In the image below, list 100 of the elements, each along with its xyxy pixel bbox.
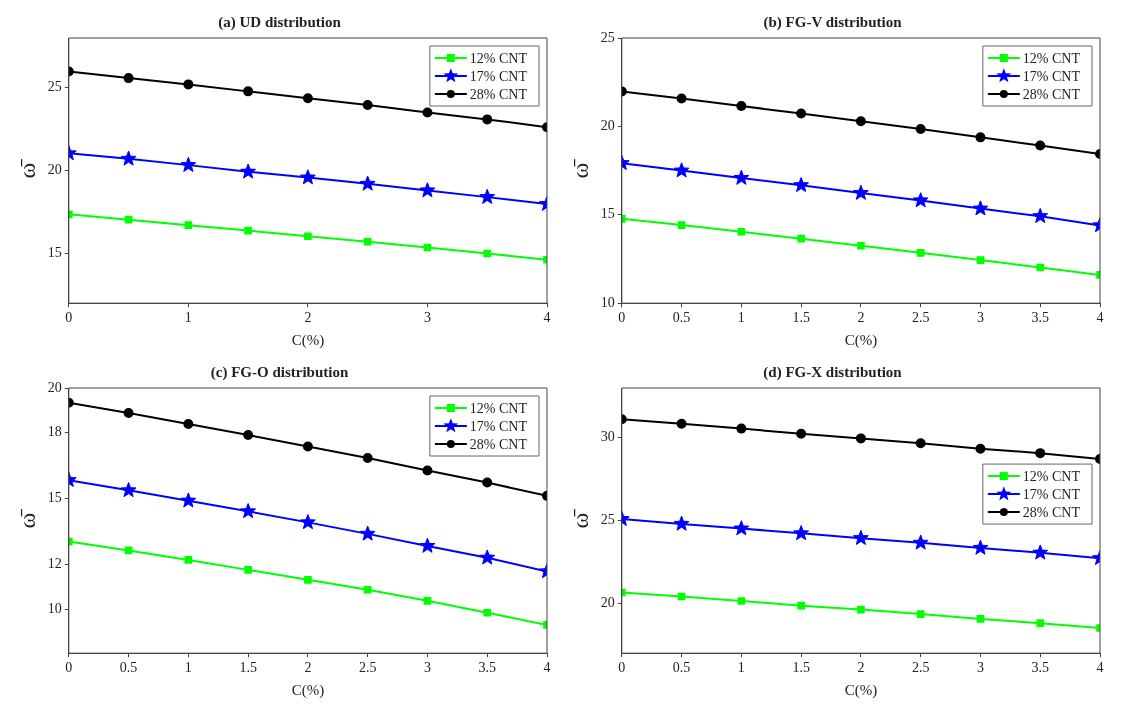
legend-label: 17% CNT [469,68,528,84]
x-tick-label: 1.5 [239,660,257,676]
y-tick-label: 15 [600,206,615,222]
point [423,597,432,605]
point [120,150,137,166]
x-tick-label: 0.5 [672,660,691,676]
y-tick-label: 30 [600,429,615,445]
point [123,73,134,84]
legend-label: 17% CNT [1022,68,1081,84]
point [120,482,137,498]
point [1036,263,1045,272]
x-tick-label: 2.5 [911,660,930,676]
point [796,428,807,439]
x-tick-label: 4 [1096,310,1104,326]
y-tick-label: 20 [600,595,615,611]
y-tick-label: 15 [47,490,62,506]
y-tick-label: 18 [47,423,62,439]
point [479,188,496,204]
point [184,556,193,564]
point [482,477,493,488]
point [362,453,373,464]
point [419,182,436,198]
legend-label: 28% CNT [1022,504,1081,520]
point [1036,619,1045,628]
point [733,520,750,536]
y-tick-label: 25 [600,29,615,45]
point [419,537,436,553]
point [244,226,252,235]
point [976,615,985,623]
point [736,101,747,112]
point [362,99,373,110]
x-axis-title: C(%) [844,681,878,699]
y-axis-title: ω̄ [566,158,593,179]
point [482,114,493,125]
x-tick-label: 2.5 [911,310,930,326]
point [912,534,929,550]
point [304,232,312,241]
y-tick-label: 20 [600,118,615,134]
legend-label: 12% CNT [1022,50,1081,66]
x-tick-label: 4 [1096,660,1104,676]
point [299,514,316,530]
y-tick-label: 12 [47,556,62,572]
legend-label: 28% CNT [469,86,528,102]
chart-title: (c) FG-O distribution [210,363,349,381]
x-tick-label: 0.5 [119,660,138,676]
point [737,597,746,605]
chart-title: (a) UD distribution [218,13,342,31]
y-axis-title: ω̄ [13,508,40,529]
point [243,430,254,441]
point [975,132,986,143]
point [737,227,746,236]
point [793,525,810,541]
point [302,441,313,452]
point [422,107,433,118]
point [677,221,686,229]
point [797,601,805,610]
x-tick-label: 3 [423,660,431,676]
point [855,116,866,127]
x-tick-label: 1.5 [792,310,810,326]
point [183,79,194,90]
point [852,529,869,545]
x-tick-label: 3 [976,660,984,676]
point [975,443,986,454]
x-tick-label: 0 [65,310,73,326]
legend-label: 28% CNT [469,436,528,452]
x-tick-label: 4 [543,660,551,676]
y-axis-title: ω̄ [13,158,40,179]
legend-label: 17% CNT [469,418,528,434]
point [736,423,747,434]
x-tick-label: 3.5 [478,660,496,676]
point [916,610,925,618]
point [243,86,254,97]
legend-label: 28% CNT [1022,86,1081,102]
legend-label: 12% CNT [469,50,528,66]
point [793,176,810,193]
point [673,162,690,178]
point [912,192,929,208]
point [240,503,257,519]
point [483,249,492,258]
point [302,93,313,104]
x-tick-label: 1 [737,660,745,676]
y-tick-label: 25 [47,79,62,95]
point [304,576,312,584]
y-tick-label: 25 [600,512,615,528]
legend-label: 12% CNT [469,400,528,416]
point [183,419,194,430]
point [796,108,807,119]
point [676,93,687,104]
x-tick-label: 2 [304,660,312,676]
x-axis-title: C(%) [291,331,325,349]
x-tick-label: 3 [423,310,431,326]
point [422,465,433,476]
point [673,515,690,531]
x-tick-label: 1 [184,660,192,676]
point [363,237,372,246]
point [852,184,869,200]
y-tick-label: 15 [47,245,62,261]
point [244,566,252,574]
point [857,605,865,614]
x-axis-title: C(%) [291,681,325,699]
